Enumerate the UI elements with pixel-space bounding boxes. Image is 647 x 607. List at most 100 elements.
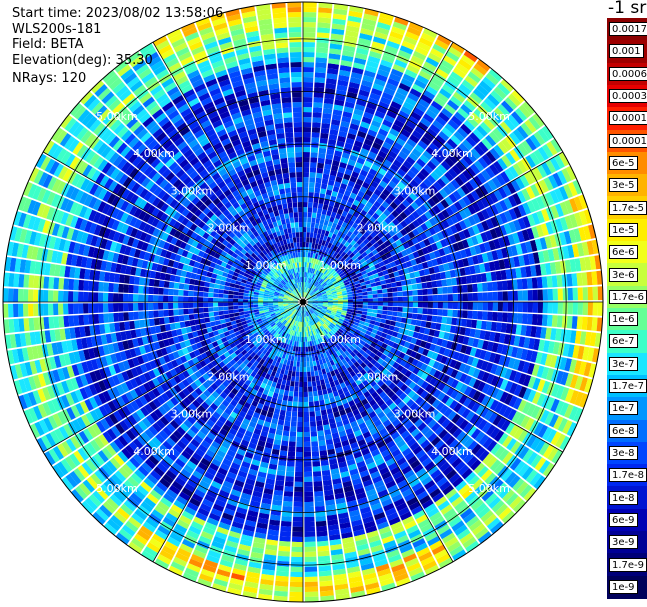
- ppi-cell: [497, 302, 503, 312]
- ppi-cell: [314, 288, 319, 293]
- ppi-cell: [476, 199, 486, 211]
- ppi-cell: [360, 121, 370, 129]
- ppi-cell: [412, 295, 418, 302]
- ppi-cell: [518, 336, 526, 348]
- ppi-cell: [485, 321, 492, 331]
- ppi-cell: [382, 247, 390, 254]
- ppi-cell: [494, 202, 504, 214]
- ppi-cell: [341, 178, 349, 186]
- ppi-cell: [535, 264, 542, 276]
- ppi-cell: [340, 157, 349, 164]
- ppi-cell: [494, 365, 503, 377]
- ppi-cell: [320, 132, 329, 139]
- ppi-cell: [293, 391, 299, 397]
- ppi-cell: [322, 305, 328, 308]
- ppi-cell: [288, 446, 296, 452]
- ppi-cell: [448, 349, 456, 359]
- ppi-cell: [377, 289, 383, 294]
- ppi-cell: [304, 571, 318, 577]
- ppi-cell: [523, 254, 530, 266]
- ppi-cell: [432, 138, 443, 149]
- ppi-cell: [447, 168, 458, 179]
- ppi-cell: [362, 302, 368, 305]
- ppi-cell: [356, 99, 367, 107]
- ppi-cell: [322, 303, 328, 305]
- ppi-cell: [289, 581, 303, 587]
- ppi-cell: [303, 107, 312, 113]
- ppi-cell: [385, 278, 391, 284]
- ppi-cell: [280, 445, 288, 452]
- ppi-cell: [466, 193, 476, 204]
- ppi-cell: [463, 99, 476, 112]
- ppi-cell: [303, 267, 305, 273]
- ppi-cell: [315, 218, 321, 224]
- ppi-cell: [554, 356, 563, 369]
- ppi-cell: [490, 111, 503, 124]
- ppi-cell: [454, 212, 463, 222]
- ppi-cell: [325, 258, 330, 265]
- ppi-cell: [367, 262, 375, 268]
- ppi-cell: [396, 316, 402, 323]
- ppi-cell: [576, 316, 583, 330]
- ppi-cell: [335, 314, 341, 319]
- ppi-cell: [384, 324, 390, 330]
- ppi-cell: [316, 172, 323, 179]
- ppi-cell: [508, 208, 518, 221]
- ppi-cell: [304, 516, 315, 522]
- ppi-cell: [467, 302, 473, 310]
- ppi-cell: [335, 224, 342, 231]
- ppi-cell: [324, 287, 330, 291]
- ppi-cell: [317, 302, 323, 304]
- ppi-cell: [420, 213, 429, 223]
- ppi-cell: [337, 270, 344, 276]
- ppi-cell: [363, 238, 370, 245]
- ppi-cell: [315, 52, 328, 59]
- ppi-cell: [378, 64, 392, 73]
- ppi-cell: [491, 250, 499, 261]
- ppi-cell: [303, 212, 308, 218]
- ppi-cell: [320, 460, 329, 466]
- ppi-cell: [352, 274, 358, 280]
- ppi-cell: [414, 198, 423, 207]
- ppi-cell: [396, 87, 409, 97]
- ppi-cell: [496, 343, 504, 354]
- ppi-cell: [448, 333, 455, 342]
- ppi-cell: [317, 305, 323, 308]
- ppi-cell: [450, 179, 461, 190]
- ppi-cell: [370, 282, 377, 288]
- ppi-cell: [384, 217, 392, 225]
- ppi-cell: [275, 575, 289, 582]
- ppi-cell: [362, 308, 368, 312]
- ppi-cell: [306, 288, 310, 293]
- ppi-cell: [331, 291, 337, 295]
- ppi-cell: [338, 130, 348, 138]
- ppi-cell: [444, 157, 455, 168]
- ppi-cell: [348, 208, 355, 216]
- ppi-cell: [389, 73, 402, 83]
- ppi-cell: [412, 264, 419, 272]
- ppi-cell: [389, 261, 397, 268]
- ppi-cell: [352, 222, 359, 229]
- ppi-cell: [316, 32, 330, 39]
- ppi-cell: [411, 210, 420, 219]
- ppi-cell: [310, 227, 315, 233]
- ppi-cell: [359, 267, 366, 273]
- ppi-cell: [361, 314, 367, 319]
- ppi-cell: [462, 310, 468, 319]
- ppi-cell: [342, 194, 350, 202]
- ppi-cell: [304, 491, 314, 497]
- ppi-cell: [437, 294, 443, 302]
- ppi-cell: [372, 309, 378, 314]
- ppi-cell: [449, 234, 457, 244]
- ppi-cell: [313, 365, 318, 372]
- ppi-cell: [425, 85, 438, 96]
- ppi-cell: [292, 531, 303, 537]
- ppi-cell: [408, 222, 416, 231]
- ppi-cell: [329, 238, 335, 244]
- ppi-cell: [285, 410, 292, 417]
- ppi-cell: [419, 340, 427, 348]
- ppi-cell: [352, 113, 363, 121]
- ppi-cell: [497, 82, 511, 96]
- ppi-cell: [407, 307, 413, 313]
- ppi-cell: [409, 166, 420, 175]
